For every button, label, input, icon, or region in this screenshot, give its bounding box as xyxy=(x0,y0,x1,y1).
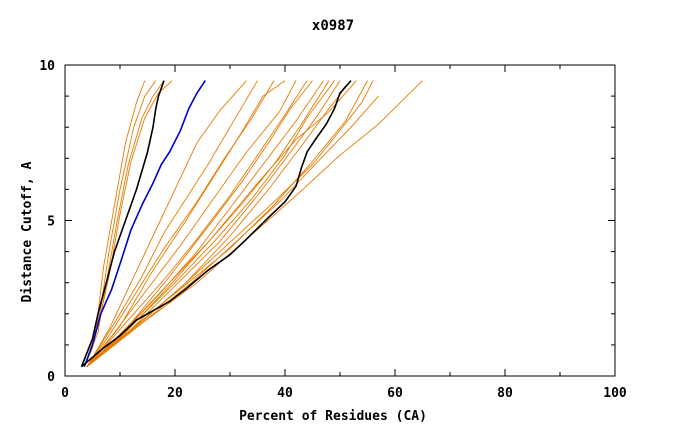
series-layer xyxy=(80,80,423,368)
series-line-orange-21 xyxy=(86,80,423,368)
series-line-black-right xyxy=(80,80,352,368)
series-line-orange-18 xyxy=(86,80,368,368)
y-tick-label-5: 5 xyxy=(47,215,55,230)
series-line-orange-06 xyxy=(86,80,258,367)
y-tick-label-10: 10 xyxy=(39,59,55,74)
series-line-orange-17 xyxy=(86,80,357,368)
y-tick-label-0: 0 xyxy=(47,370,55,385)
plot-frame xyxy=(64,64,616,377)
axis-layer: 0 20 40 60 80 100 0 5 10 xyxy=(39,59,627,401)
series-line-orange-11 xyxy=(86,80,313,368)
series-line-orange-07 xyxy=(86,80,275,367)
series-line-blue xyxy=(83,80,206,367)
chart-title: x0987 xyxy=(312,18,354,34)
series-line-orange-05 xyxy=(86,80,247,367)
series-line-orange-19 xyxy=(86,80,374,368)
x-tick-label-100: 100 xyxy=(603,386,627,401)
series-line-orange-20 xyxy=(86,95,379,368)
x-tick-label-20: 20 xyxy=(167,386,183,401)
series-line-orange-08 xyxy=(86,80,286,367)
series-line-orange-10 xyxy=(86,80,308,367)
x-tick-label-0: 0 xyxy=(61,386,69,401)
series-line-orange-12 xyxy=(86,80,324,368)
x-tick-label-60: 60 xyxy=(387,386,403,401)
series-line-orange-13 xyxy=(86,80,330,368)
x-tick-label-80: 80 xyxy=(497,386,513,401)
series-line-orange-03 xyxy=(83,80,165,367)
series-line-orange-15 xyxy=(86,80,341,368)
series-line-orange-09 xyxy=(86,80,297,367)
y-axis-label: Distance Cutoff, A xyxy=(20,161,35,302)
x-tick-label-40: 40 xyxy=(277,386,293,401)
series-line-black-left xyxy=(80,80,165,367)
x-axis-label: Percent of Residues (CA) xyxy=(239,409,427,424)
